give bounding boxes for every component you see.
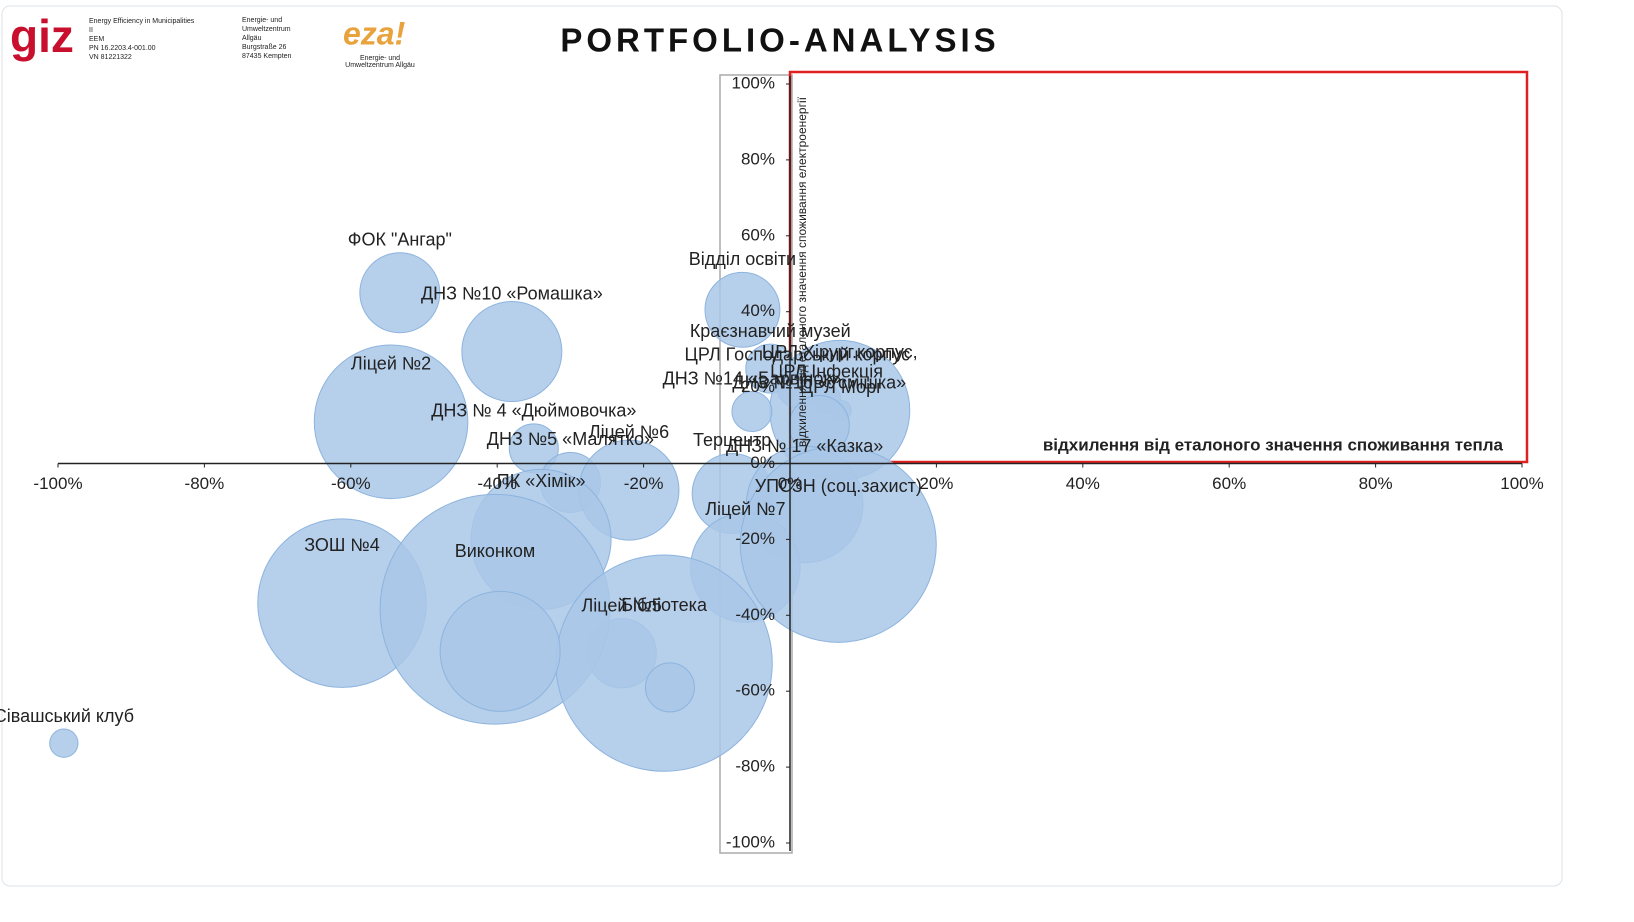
x-tick-label: 100% (1500, 474, 1543, 493)
bubble-label: ПК «Хімік» (497, 471, 586, 491)
x-tick-label: -80% (185, 474, 225, 493)
bubble (359, 252, 441, 334)
y-axis-title: відхилення від еталоного значення спожив… (795, 96, 809, 447)
bubble (704, 271, 781, 348)
bubble-label: ЦРЛ Хірург.корпус, (762, 342, 918, 362)
bubble-label: Ліцей №6 (589, 422, 669, 442)
bubble (731, 391, 773, 433)
bubble-label: ДНЗ №14 «Барвінок» (663, 368, 842, 388)
x-tick-label: -20% (624, 474, 664, 493)
bubble-label: ЦРЛ Морг (800, 377, 883, 397)
header-line: Burgstraße 26 (242, 44, 286, 51)
y-tick-label: -60% (735, 681, 775, 700)
eza-logo: eza! (343, 15, 406, 51)
bubble-label: ЦРЛ Інфекція (770, 362, 883, 382)
header-line: VN 81221322 (89, 54, 132, 61)
header-line: Umweltzentrum Allgäu (345, 62, 415, 69)
bubble (461, 301, 563, 403)
bubble-label: ДНЗ №16 «Усмішка» (732, 372, 906, 392)
y-tick-label: -80% (735, 757, 775, 776)
x-tick-label: -40% (477, 474, 517, 493)
chart-title: PORTFOLIO-ANALYSIS (560, 22, 999, 59)
bubble-label: Ліцей №7 (705, 499, 785, 519)
bubble-label: ЦРЛ Господарський корпус (685, 344, 911, 364)
bubble-label: ДНЗ №5 «Малятко» (487, 429, 654, 449)
y-tick-label: 0% (750, 453, 775, 472)
header-line: Umweltzentrum (242, 26, 291, 33)
x-tick-label: -60% (331, 474, 371, 493)
y-tick-label: 100% (732, 73, 775, 92)
header-line: Energie- und (242, 17, 282, 24)
bubble-label: ФОК "Ангар" (348, 229, 452, 249)
header-line: Allgäu (242, 35, 262, 42)
y-tick-label: -20% (735, 529, 775, 548)
header-line: II (89, 27, 93, 34)
bubble (49, 728, 79, 758)
x-tick-label: 60% (1212, 474, 1246, 493)
header-line: Energie- und (360, 55, 400, 62)
bubble-label: Ліцей №5 (581, 595, 661, 615)
bubble-label: УПСЗН (соц.захист) (755, 476, 922, 496)
y-tick-label: 80% (741, 149, 775, 168)
header-left: Energy Efficiency in Municipalities II E… (89, 17, 292, 61)
bubble-label: Відділ освіти (689, 249, 796, 269)
y-tick-label: -40% (735, 605, 775, 624)
bubble-label: Бібліотека (621, 595, 708, 615)
header-line: EEM (89, 36, 104, 43)
bubble-label: ДНЗ № 17 «Казка» (726, 436, 883, 456)
bubble-label: Терцентр (693, 430, 771, 450)
header-line: PN 16.2203.4-001.00 (89, 45, 156, 52)
x-tick-label: 80% (1359, 474, 1393, 493)
x-tick-label: 20% (919, 474, 953, 493)
bubble-label: ДНЗ №10 «Ромашка» (421, 283, 603, 303)
frame (1, 5, 1563, 887)
bubble-label: Сівашський клуб (0, 706, 134, 726)
header-line: 87435 Kempten (242, 53, 292, 60)
bubble-label: Ліцей №2 (351, 354, 431, 374)
y-tick-label: 20% (741, 377, 775, 396)
x-tick-label: 0% (778, 474, 803, 493)
x-tick-label: 40% (1066, 474, 1100, 493)
labels: ФОК "Ангар" ДНЗ №10 «Ромашка» Ліцей №2 ДНЗ … (0, 229, 922, 725)
x-tick-label: -100% (33, 474, 82, 493)
y-tick-label: 40% (741, 301, 775, 320)
bubble (439, 590, 561, 712)
header-line: Energy Efficiency in Municipalities (89, 18, 195, 25)
bubble-label: ЗОШ №4 (304, 535, 380, 555)
bubble-label: ДНЗ № 4 «Дюймовочка» (431, 401, 636, 421)
y-tick-label: 60% (741, 225, 775, 244)
axes: -100% -80% -60% -40% -20% 0% 20% 40% 60% 80% 100% -… (33, 73, 1543, 851)
bubble-label: Краєзнавчий музей (690, 321, 851, 341)
x-axis-title: відхилення від еталоного значення спожив… (1043, 435, 1504, 454)
giz-logo: giz (10, 10, 74, 62)
y-tick-label: -100% (726, 832, 775, 851)
bubble (644, 662, 695, 713)
bubble-label: Виконком (455, 541, 536, 561)
bubble (313, 344, 469, 500)
